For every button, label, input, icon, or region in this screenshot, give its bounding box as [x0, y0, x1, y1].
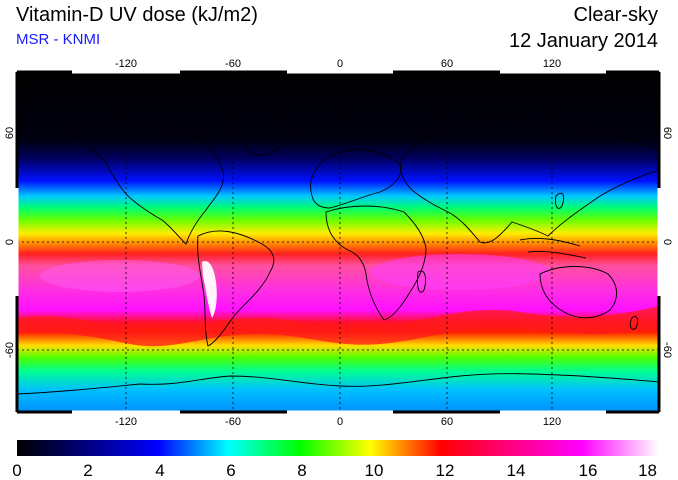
colorbar-label: 4	[155, 461, 164, 480]
lon-label-bottom: 120	[543, 416, 561, 428]
lon-label-bottom: -60	[225, 416, 241, 428]
lon-label-bottom: -120	[115, 416, 137, 428]
data-source: MSR - KNMI	[16, 31, 101, 48]
lon-label-top: -120	[115, 58, 137, 70]
colorbar-label: 6	[226, 461, 235, 480]
map-date: 12 January 2014	[508, 30, 658, 52]
colorbar	[17, 440, 659, 456]
frame-scale-bars	[15, 70, 661, 414]
sky-condition: Clear-sky	[573, 4, 658, 26]
greenland-outline	[230, 106, 289, 156]
peak-dose-patch	[40, 260, 200, 292]
north-america-outline	[67, 120, 224, 245]
lat-label-right: -60	[661, 342, 673, 358]
lat-label-right: 0	[661, 239, 673, 245]
colorbar-label: 16	[579, 461, 598, 480]
graticule	[17, 72, 659, 412]
andes-peak-dose	[202, 260, 217, 318]
australia-outline	[539, 266, 617, 319]
colorbar-label: 10	[365, 461, 384, 480]
lat-label-left: -60	[4, 342, 16, 358]
lat-label-left: 0	[4, 239, 16, 245]
europe-outline	[310, 149, 402, 209]
colorbar-label: 12	[436, 461, 455, 480]
lon-label-bottom: 60	[441, 416, 453, 428]
map-title: Vitamin-D UV dose (kJ/m2)	[16, 4, 258, 26]
colorbar-label: 0	[12, 461, 21, 480]
lon-label-bottom: 0	[337, 416, 343, 428]
peak-dose-patch	[370, 254, 550, 290]
colorbar-label: 8	[297, 461, 306, 480]
south-america-outline	[197, 230, 275, 347]
lon-label-top: 0	[337, 58, 343, 70]
antarctica-outline	[17, 373, 659, 395]
lon-label-top: -60	[225, 58, 241, 70]
asia-outline	[399, 119, 659, 244]
lon-label-top: 60	[441, 58, 453, 70]
colorbar-label: 14	[507, 461, 526, 480]
madagascar-outline	[417, 270, 427, 293]
colorbar-label: 18	[638, 461, 657, 480]
coastlines	[17, 106, 659, 395]
high-dose-band	[17, 306, 659, 347]
lat-label-left: 60	[4, 127, 16, 139]
indonesia-outline	[519, 237, 587, 259]
new-zealand-outline	[629, 316, 639, 330]
africa-outline	[325, 205, 427, 321]
lon-label-top: 120	[543, 58, 561, 70]
lat-label-right: 60	[661, 127, 673, 139]
japan-outline	[555, 192, 565, 209]
colorbar-label: 2	[83, 461, 92, 480]
